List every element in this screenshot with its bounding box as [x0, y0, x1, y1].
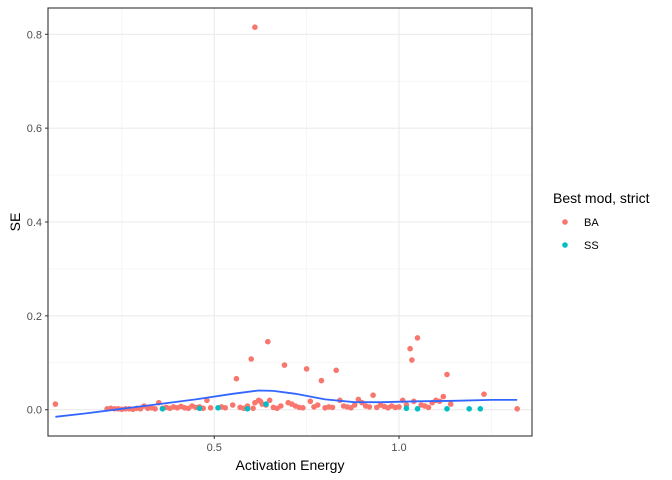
data-point-ba [355, 396, 362, 403]
data-point-ba [278, 403, 284, 409]
data-point-ba [248, 356, 254, 362]
data-point-ba [250, 405, 256, 412]
data-point-ba [351, 402, 358, 408]
y-tick-label: 0.4 [27, 217, 42, 229]
y-tick-label: 0.8 [27, 29, 42, 41]
data-point-ss [263, 401, 269, 407]
y-tick-label: 0.2 [27, 311, 42, 323]
data-point-ss [244, 406, 251, 412]
smooth-trend-line [55, 389, 518, 418]
y-tick-label: 0.6 [27, 123, 42, 135]
data-point-ba [444, 371, 450, 378]
data-point-ba [300, 405, 306, 411]
data-point-ss [159, 406, 166, 412]
x-tick-label: 1.0 [391, 442, 406, 454]
data-point-ss [403, 405, 410, 412]
plot-panel [48, 8, 532, 436]
data-point-ba [409, 357, 415, 363]
data-point-ba [252, 24, 258, 31]
data-point-ba [233, 375, 240, 382]
data-point-ba [407, 345, 413, 352]
data-point-ba [207, 405, 214, 411]
legend: Best mod, strict BA SS [553, 190, 650, 252]
x-axis-title: Activation Energy [236, 457, 345, 473]
data-point-ss [414, 406, 421, 412]
data-point-ba [303, 366, 310, 372]
data-point-ss [215, 405, 221, 411]
y-tick-label: 0.0 [27, 405, 42, 417]
legend-label-ba: BA [584, 217, 599, 229]
x-tick-label: 0.5 [207, 442, 222, 454]
data-point-ss [196, 405, 203, 412]
y-axis-title: SE [7, 213, 23, 232]
data-point-ba [265, 338, 271, 345]
data-point-ba [414, 335, 421, 341]
smooth-layer [55, 389, 518, 418]
data-point-ba [329, 404, 336, 411]
data-point-ba [281, 362, 288, 368]
data-point-ba [370, 392, 376, 399]
data-point-ba [447, 401, 454, 407]
data-point-ba [222, 405, 229, 411]
data-point-ba [314, 402, 321, 408]
data-point-ba [229, 402, 236, 408]
data-point-ss [477, 406, 484, 412]
data-point-ba [440, 393, 447, 400]
points-layer [52, 24, 520, 413]
data-point-ba [481, 391, 487, 398]
data-point-ba [514, 406, 520, 412]
data-point-ba [307, 398, 314, 405]
data-point-ba [266, 397, 273, 404]
data-point-ba [52, 401, 59, 407]
data-point-ba [396, 404, 402, 410]
axis-layer: 0.5 1.0 0.0 0.2 0.4 0.6 0.8 [27, 7, 533, 454]
data-point-ba [333, 367, 340, 374]
data-point-ba [152, 406, 158, 412]
data-point-ss [466, 406, 473, 412]
data-point-ba [204, 397, 210, 404]
legend-title: Best mod, strict [553, 190, 650, 206]
legend-entries: BA SS [562, 217, 599, 252]
data-point-ba [366, 404, 373, 410]
legend-key-ba [562, 219, 568, 225]
legend-label-ss: SS [584, 240, 599, 252]
data-point-ba [425, 404, 432, 411]
data-point-ss [444, 406, 450, 412]
legend-key-ss [562, 242, 568, 248]
data-point-ba [318, 377, 325, 384]
